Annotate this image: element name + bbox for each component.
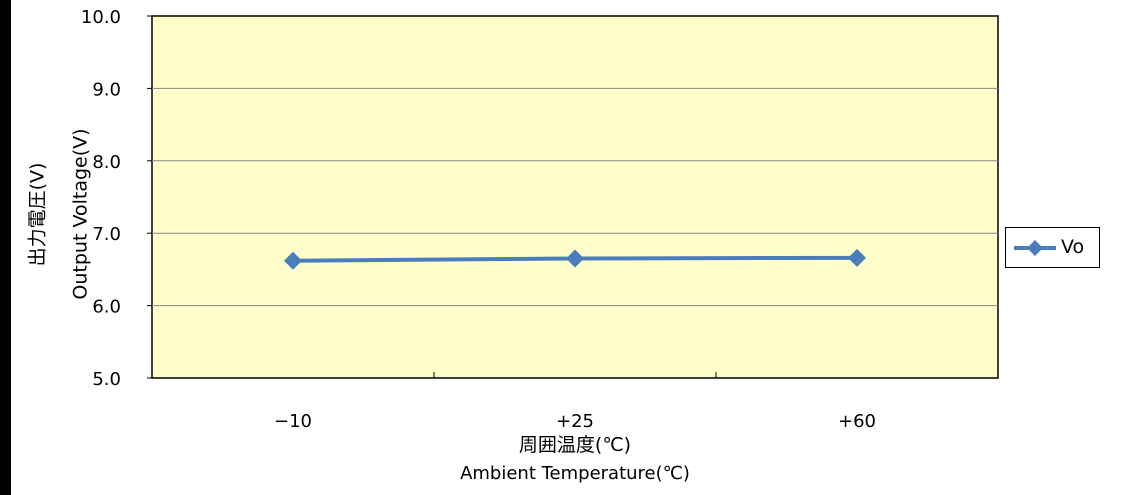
x-axis-ticks: −10 +25 +60 [274, 372, 876, 432]
gridlines [152, 87, 998, 307]
left-black-edge [0, 0, 11, 495]
y-tick-label: 5.0 [92, 369, 121, 390]
legend-swatch [1014, 240, 1056, 256]
data-point-marker [848, 248, 866, 267]
y-axis-label-ja: 出力電圧(V) [26, 162, 49, 266]
y-tick-label: 9.0 [92, 79, 121, 100]
x-tick-label: +25 [556, 411, 594, 432]
legend: Vo [1005, 227, 1100, 268]
data-point-marker [566, 249, 584, 268]
x-axis-label-ja: 周囲温度(℃) [518, 434, 632, 456]
series-group [284, 248, 866, 270]
plot-area [151, 15, 999, 379]
y-tick-label: 10.0 [81, 7, 121, 28]
x-tick-label: +60 [838, 411, 876, 432]
x-axis-label-en: Ambient Temperature(℃) [460, 463, 690, 484]
data-point-marker [284, 251, 302, 270]
y-tick-label: 6.0 [92, 297, 121, 318]
y-tick-label: 7.0 [92, 224, 121, 245]
x-tick-label: −10 [274, 411, 312, 432]
y-axis-ticks: 5.0 6.0 7.0 8.0 9.0 10.0 [81, 7, 152, 390]
y-axis-label-en: Output Voltage(V) [69, 128, 92, 300]
legend-label-vo: Vo [1061, 236, 1085, 258]
y-tick-label: 8.0 [92, 152, 121, 173]
